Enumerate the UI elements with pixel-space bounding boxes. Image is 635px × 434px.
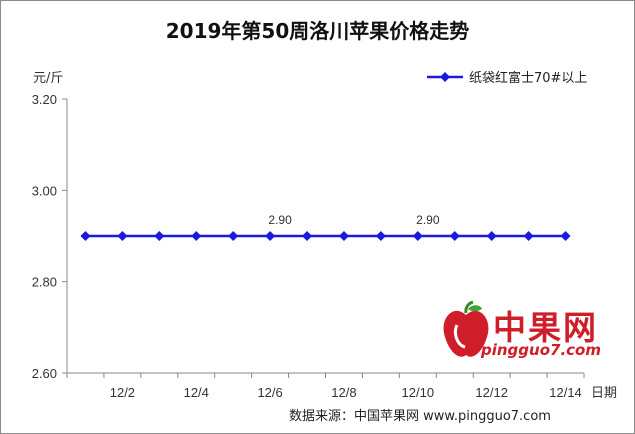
data-point [302, 231, 313, 241]
x-tick-label: 12/6 [257, 385, 282, 400]
data-point [523, 231, 534, 241]
x-tick-label: 12/2 [110, 385, 135, 400]
legend: 纸袋红富士70#以上 [427, 67, 587, 86]
data-source: 数据来源：中国苹果网 www.pingguo7.com [289, 409, 551, 424]
watermark-text: 中果网 [493, 308, 598, 347]
watermark-url: pingguo7.com [481, 341, 601, 359]
x-tick-label: 12/14 [549, 385, 582, 400]
data-point [449, 231, 460, 241]
y-tick-label: 3.00 [32, 183, 57, 198]
chart-title: 2019年第50周洛川苹果价格走势 [165, 19, 470, 43]
data-point [191, 231, 202, 241]
y-tick-label: 3.20 [32, 92, 57, 107]
data-point [338, 231, 349, 241]
data-point [412, 231, 423, 241]
data-label: 2.90 [416, 213, 440, 227]
data-point [117, 231, 128, 241]
data-point [560, 231, 571, 241]
x-tick-label: 12/4 [184, 385, 209, 400]
legend-label: 纸袋红富士70#以上 [469, 71, 588, 86]
data-point [375, 231, 386, 241]
legend-line-icon [427, 71, 463, 82]
y-tick-label: 2.60 [32, 366, 57, 381]
data-point [80, 231, 91, 241]
y-tick-label: 2.80 [32, 275, 57, 290]
data-point [265, 231, 276, 241]
data-point [486, 231, 497, 241]
x-tick-label: 12/12 [475, 385, 508, 400]
x-axis-label: 日期 [591, 385, 617, 400]
apple-logo-icon [443, 301, 489, 357]
y-axis-label: 元/斤 [33, 71, 64, 86]
watermark-logo: 中果网 pingguo7.com [441, 301, 631, 365]
data-point [154, 231, 165, 241]
data-label: 2.90 [268, 213, 292, 227]
x-tick-label: 12/10 [402, 385, 435, 400]
x-tick-label: 12/8 [331, 385, 356, 400]
data-point [228, 231, 239, 241]
